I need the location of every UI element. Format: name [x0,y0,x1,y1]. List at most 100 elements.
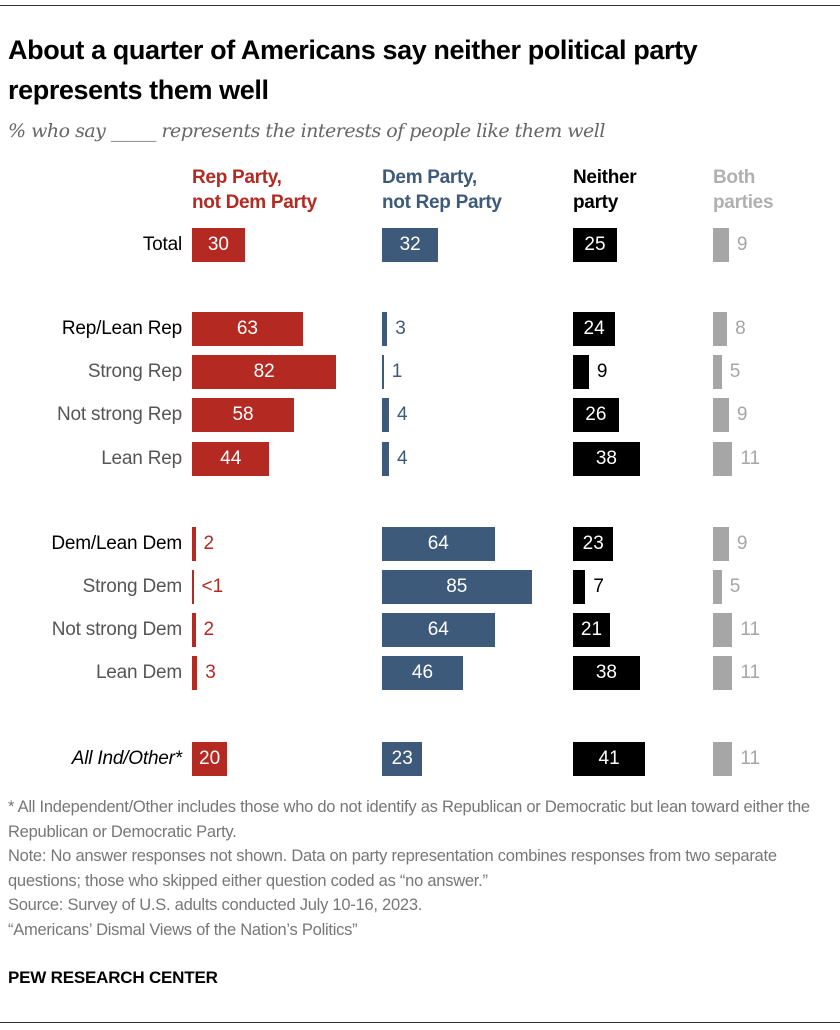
bar-1-3 [382,398,390,432]
bar-0-2 [192,355,337,389]
data-label: 11 [740,662,761,683]
footnote-note: Note: No answer responses not shown. Dat… [8,847,777,890]
bar-3-6 [713,570,722,604]
row-label: All Ind/Other* [71,748,182,769]
data-label: 4 [397,404,408,425]
data-label: 82 [253,361,275,382]
chart-subtitle: % who say _____ represents the interests… [8,120,605,142]
row-label: Not strong Dem [51,619,182,640]
bar-3-5 [713,527,729,561]
bar-1-4 [382,442,390,476]
data-label: 41 [598,748,620,769]
column-header-line: not Dem Party [192,192,317,213]
row-label: Strong Rep [87,361,182,382]
column-header-line: Neither [573,167,637,188]
bar-1-7 [382,613,495,647]
data-label: 64 [427,619,449,640]
bar-3-1 [713,312,728,346]
data-label: 9 [736,234,748,255]
footnote-asterisk: * All Independent/Other includes those w… [8,798,810,841]
data-label: 11 [740,448,761,469]
data-label: 64 [427,533,449,554]
data-label: 38 [595,448,618,469]
data-label: 63 [236,318,259,339]
bar-0-3 [192,398,295,432]
bar-2-4 [573,442,640,476]
bar-0-0 [192,228,245,262]
data-label: 46 [411,662,434,683]
bar-2-9 [573,742,646,776]
bar-2-8 [573,656,640,690]
data-label: 1 [391,361,403,382]
data-label: 8 [735,318,746,339]
data-label: 26 [585,404,607,425]
data-label: 2 [203,533,215,554]
bar-0-4 [192,442,270,476]
data-label: 23 [582,533,604,554]
bar-0-1 [192,312,303,346]
bar-1-6 [382,570,532,604]
bar-1-2 [382,355,384,389]
data-label: 58 [232,404,254,425]
bar-2-0 [573,228,617,262]
data-label: 21 [580,619,603,640]
row-label: Lean Dem [95,662,182,683]
bar-0-8 [192,656,198,690]
data-label: 2 [203,619,215,640]
column-header-line: Both [713,167,756,188]
column-header: Both parties [713,165,774,215]
data-label: 32 [399,234,421,255]
bar-2-3 [573,398,619,432]
footnotes: * All Independent/Other includes those w… [8,795,838,942]
row-label: Not strong Rep [57,404,182,425]
data-label: 3 [205,662,216,683]
bar-2-5 [573,527,614,561]
data-label: 25 [584,234,606,255]
data-label: 11 [740,748,761,769]
column-header: Rep Party, not Dem Party [192,165,317,215]
data-label: 9 [736,533,748,554]
bar-1-1 [382,312,388,346]
chart-title: About a quarter of Americans say neither… [8,35,698,105]
data-label: 23 [391,748,413,769]
data-label: 9 [736,404,748,425]
bar-2-2 [573,355,589,389]
bar-0-7 [192,613,196,647]
data-label: 5 [729,361,741,382]
bar-3-8 [713,656,733,690]
column-header-line: Rep Party, [192,167,282,188]
data-label: 20 [199,748,221,769]
pew-logo-text: PEW RESEARCH CENTER [8,968,218,987]
footnote-report: “Americans’ Dismal Views of the Nation’s… [8,920,358,939]
bar-2-1 [573,312,616,346]
data-label: 5 [729,576,741,597]
row-label: Rep/Lean Rep [61,318,182,339]
data-label: 11 [740,619,761,640]
data-label: 4 [397,448,408,469]
bar-2-7 [573,613,610,647]
row-label: Strong Dem [82,576,183,597]
data-label: 38 [595,662,618,683]
bar-3-9 [713,742,733,776]
bar-1-5 [382,527,495,561]
row-label: Dem/Lean Dem [51,533,182,554]
bar-0-5 [192,527,196,561]
data-label: 3 [395,318,406,339]
bar-3-0 [713,228,729,262]
data-label: 9 [596,361,608,382]
column-header: Neither party [573,165,637,215]
data-label: 30 [207,234,229,255]
data-label: 44 [220,448,242,469]
data-label: 7 [593,576,604,597]
bar-1-9 [382,742,423,776]
bar-3-7 [713,613,733,647]
bar-3-4 [713,442,733,476]
bar-1-0 [382,228,439,262]
column-header-line: party [573,192,618,213]
data-label: <1 [201,576,224,597]
bar-3-2 [713,355,722,389]
data-label: 24 [583,318,605,339]
bar-3-3 [713,398,729,432]
footnote-source: Source: Survey of U.S. adults conducted … [8,896,423,914]
